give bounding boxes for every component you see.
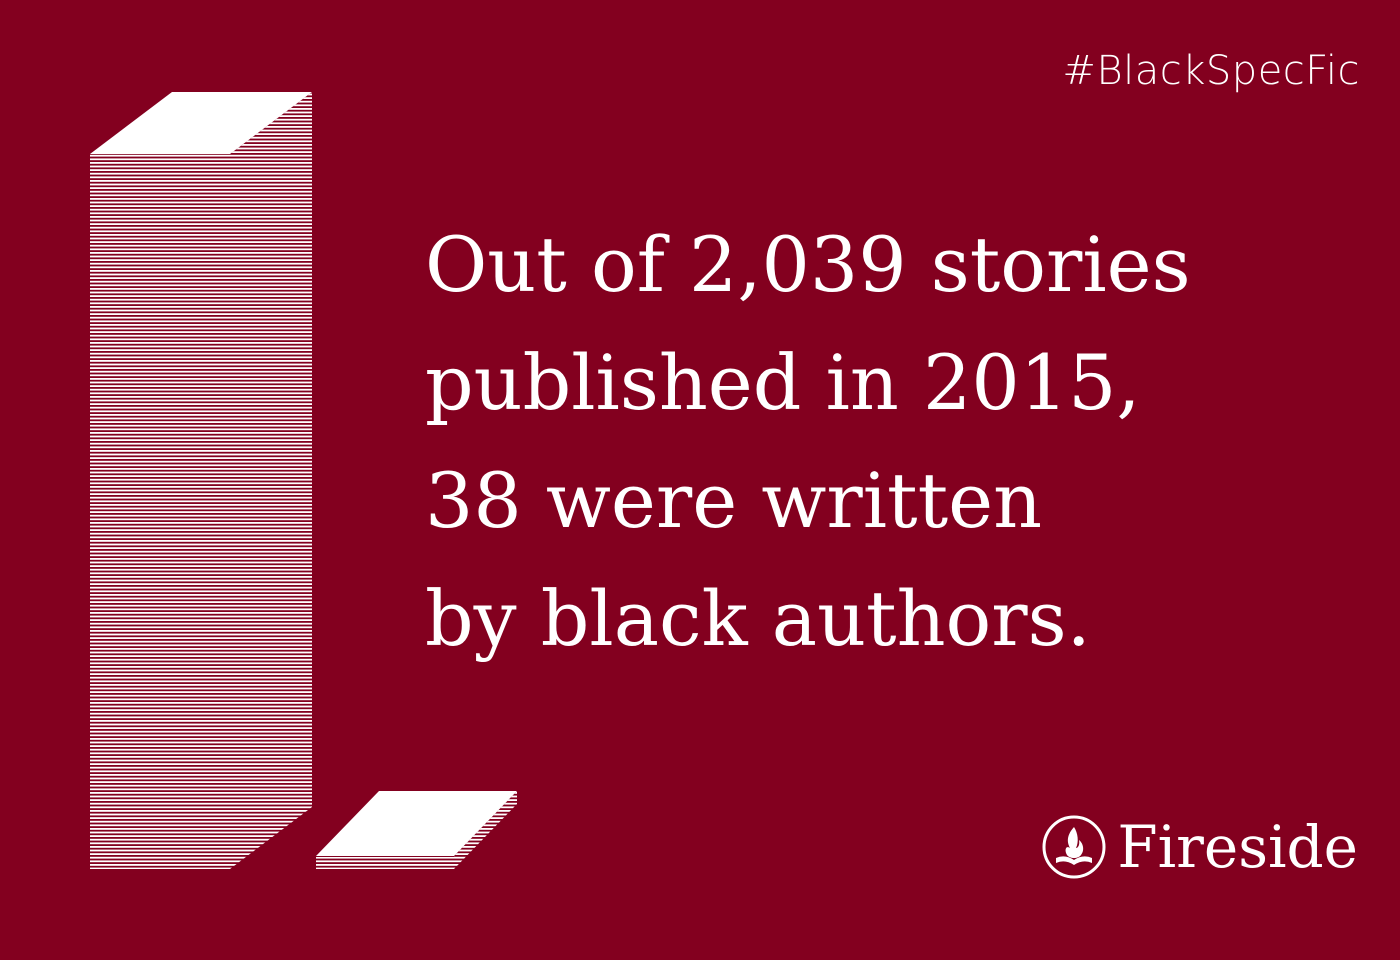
brand-name: Fireside — [1117, 813, 1358, 881]
headline: Out of 2,039 stories published in 2015, … — [425, 206, 1385, 678]
headline-line-4: by black authors. — [425, 574, 1091, 663]
stack-2-top — [316, 791, 517, 856]
stack-2-side — [454, 791, 517, 869]
stack-1-front — [90, 154, 230, 869]
hashtag-label: #BlackSpecFic — [1062, 48, 1360, 94]
stack-2-front — [316, 857, 454, 869]
stacks-group — [90, 92, 517, 869]
headline-line-3: 38 were written — [425, 456, 1043, 545]
flame-book-logo-icon — [1042, 815, 1106, 879]
stack-1-side — [230, 92, 312, 869]
stack-1-top — [90, 92, 312, 154]
headline-line-2: published in 2015, — [425, 338, 1141, 427]
brand: Fireside — [1041, 812, 1358, 882]
headline-line-1: Out of 2,039 stories — [425, 220, 1191, 309]
